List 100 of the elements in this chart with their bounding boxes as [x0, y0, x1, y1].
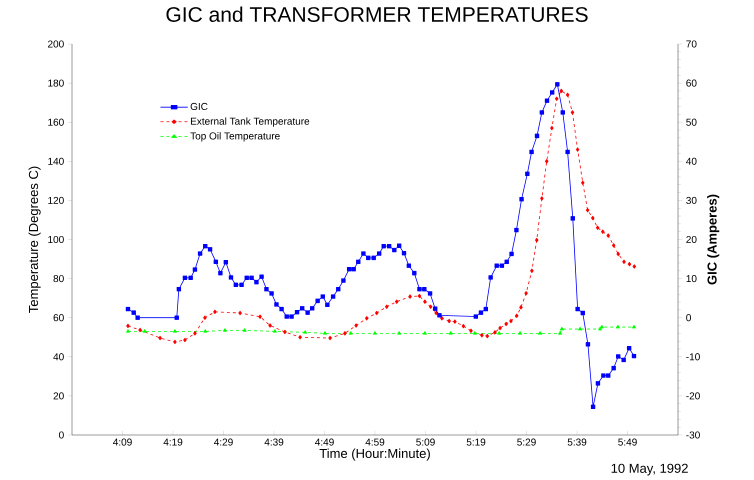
point — [622, 260, 626, 264]
point — [283, 330, 287, 334]
point — [628, 262, 632, 266]
point — [632, 264, 636, 269]
point — [343, 331, 347, 336]
point — [374, 310, 378, 316]
point — [519, 305, 523, 310]
point — [518, 331, 522, 335]
point — [514, 314, 518, 318]
point — [364, 316, 368, 320]
point — [493, 330, 497, 335]
point — [570, 110, 574, 115]
point — [566, 92, 570, 98]
point — [203, 316, 207, 320]
point — [126, 329, 130, 333]
point — [550, 126, 554, 130]
y2-tick-label: 0 — [686, 314, 691, 322]
legend-label: Top Oil Temperature — [190, 132, 280, 142]
y2-tick-label: -20 — [686, 392, 700, 400]
y2-tick-label: 10 — [686, 275, 697, 282]
point — [600, 324, 604, 328]
point — [472, 331, 477, 335]
point — [578, 326, 582, 330]
point — [193, 331, 197, 336]
point — [486, 334, 490, 338]
y-tick-label: 80 — [54, 275, 64, 282]
y2-axis-title: GIC (Amperes) — [707, 194, 720, 284]
point — [447, 318, 451, 324]
point — [372, 331, 377, 335]
x-tick-label: 4:49 — [315, 438, 334, 446]
x-tick-label: 5:19 — [466, 438, 486, 446]
point — [498, 326, 502, 330]
y-tick-label: 200 — [48, 40, 64, 48]
point — [238, 310, 242, 316]
point — [428, 304, 432, 309]
y-tick-label: 160 — [48, 118, 64, 126]
point — [576, 147, 580, 152]
x-tick-label: 5:09 — [416, 438, 435, 446]
point — [183, 338, 187, 342]
point — [242, 328, 247, 332]
point — [394, 299, 398, 304]
y-tick-label: 60 — [54, 314, 64, 322]
point — [322, 331, 327, 335]
y-tick-label: 180 — [48, 80, 64, 87]
point — [606, 233, 610, 238]
y-tick-label: 20 — [54, 392, 64, 400]
point — [616, 252, 620, 256]
y-axis-title: Temperature (Degrees C) — [28, 166, 41, 313]
x-tick-label: 5:29 — [517, 438, 536, 446]
x-tick-label: 5:39 — [568, 438, 586, 446]
y2-tick-label: 60 — [686, 80, 697, 87]
y-tick-label: 140 — [48, 158, 64, 165]
point — [258, 314, 262, 319]
x-tick-label: 4:29 — [214, 438, 233, 446]
point — [173, 340, 177, 344]
y2-tick-label: 30 — [686, 196, 697, 204]
point — [612, 243, 616, 248]
point — [524, 291, 528, 296]
point — [591, 216, 595, 220]
point — [303, 330, 308, 334]
y2-tick-label: 70 — [686, 40, 697, 48]
point — [480, 333, 484, 338]
point — [469, 328, 473, 333]
point — [203, 329, 208, 333]
point — [538, 331, 542, 335]
point — [560, 326, 564, 330]
point — [384, 304, 388, 309]
point — [586, 208, 590, 212]
point — [440, 316, 444, 320]
y-tick-label: 120 — [48, 196, 64, 204]
point — [142, 329, 147, 333]
point — [423, 299, 427, 304]
point — [448, 331, 453, 335]
point — [504, 322, 508, 326]
x-axis-title: Time (Hour:Minute) — [320, 448, 430, 461]
point — [408, 294, 412, 299]
y2-tick-label: 40 — [686, 158, 697, 165]
y2-tick-label: 50 — [686, 118, 697, 126]
point — [598, 326, 602, 330]
point — [328, 336, 332, 340]
point — [222, 328, 227, 332]
point — [172, 329, 177, 333]
point — [632, 324, 636, 328]
y2-tick-label: -30 — [686, 431, 700, 439]
point — [462, 324, 466, 328]
x-tick-label: 4:19 — [164, 438, 182, 446]
point — [509, 318, 513, 324]
point — [434, 310, 438, 316]
point — [544, 159, 548, 164]
point — [354, 323, 358, 328]
point — [530, 268, 534, 273]
y-tick-label: 40 — [53, 353, 64, 360]
point — [397, 331, 402, 335]
point — [138, 328, 142, 332]
point — [581, 180, 585, 186]
point — [213, 310, 217, 314]
x-tick-label: 4:59 — [366, 438, 384, 446]
point — [596, 226, 600, 230]
point — [534, 238, 538, 242]
point — [497, 331, 502, 335]
